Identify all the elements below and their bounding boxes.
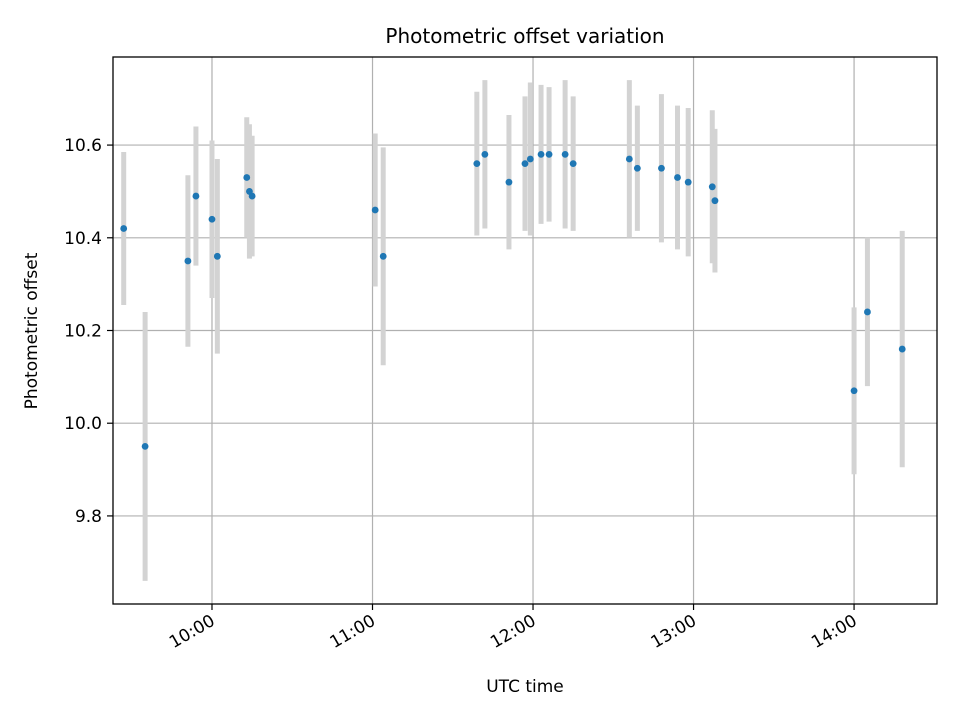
data-point bbox=[141, 442, 149, 450]
data-point bbox=[850, 387, 858, 395]
x-axis-label: UTC time bbox=[486, 677, 564, 697]
chart-title: Photometric offset variation bbox=[385, 24, 664, 48]
data-point bbox=[208, 215, 216, 223]
y-tick-label: 10.2 bbox=[64, 322, 102, 342]
data-point bbox=[711, 197, 719, 205]
data-point bbox=[120, 225, 128, 232]
data-point bbox=[473, 160, 481, 168]
data-point bbox=[898, 345, 906, 353]
data-point bbox=[674, 174, 681, 181]
data-point bbox=[569, 160, 577, 168]
data-point bbox=[526, 155, 534, 163]
data-point bbox=[521, 160, 529, 168]
data-point bbox=[708, 183, 716, 191]
y-tick-label: 10.6 bbox=[64, 136, 102, 156]
data-point bbox=[248, 192, 256, 200]
y-axis-label: Photometric offset bbox=[22, 252, 42, 409]
data-point bbox=[625, 155, 633, 163]
data-point bbox=[192, 192, 200, 200]
y-tick-label: 9.8 bbox=[75, 507, 102, 527]
data-point bbox=[561, 150, 569, 158]
data-point bbox=[684, 178, 692, 186]
data-point bbox=[379, 252, 387, 260]
data-point bbox=[633, 164, 641, 172]
data-point bbox=[864, 308, 871, 316]
data-point bbox=[213, 252, 221, 260]
data-point bbox=[658, 164, 665, 172]
data-point bbox=[545, 150, 553, 158]
data-point bbox=[243, 174, 251, 181]
y-tick-label: 10.0 bbox=[64, 414, 102, 434]
data-point bbox=[371, 206, 379, 214]
data-point bbox=[537, 150, 545, 158]
y-tick-label: 10.4 bbox=[64, 229, 102, 249]
data-point bbox=[505, 178, 513, 186]
data-point bbox=[184, 257, 192, 265]
data-points bbox=[120, 150, 906, 450]
data-point bbox=[481, 150, 489, 158]
